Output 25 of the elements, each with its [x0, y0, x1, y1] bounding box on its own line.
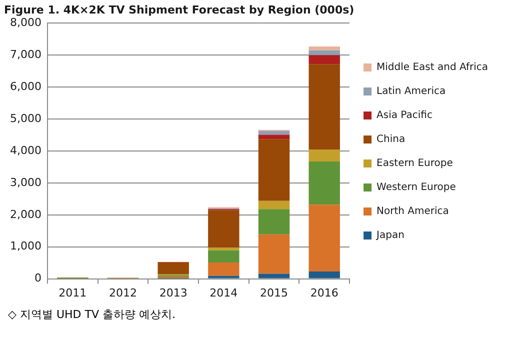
y-tick-label: 5,000: [10, 112, 42, 125]
legend-label: Latin America: [376, 86, 446, 98]
legend-label: Japan: [376, 230, 404, 242]
legend-label: Asia Pacific: [376, 110, 432, 122]
y-tick-label: 3,000: [10, 176, 42, 189]
chart-title: Figure 1. 4K×2K TV Shipment Forecast by Region (000s): [4, 3, 354, 16]
x-tick-label: 2015: [260, 286, 288, 300]
text: ◇ 지역별 UHD TV 출하량 예상치.: [8, 307, 176, 322]
legend-label: Middle East and Africa: [376, 62, 488, 74]
y-tick-label: 2,000: [10, 208, 42, 221]
x-tick-label: 2014: [210, 286, 238, 300]
x-tick-label: 2012: [109, 286, 137, 300]
y-tick-label: 6,000: [10, 80, 42, 93]
x-tick-label: 2011: [58, 286, 87, 300]
y-tick-label: 8,000: [10, 16, 42, 30]
y-tick-label: 7,000: [10, 48, 42, 62]
y-tick-label: 4,000: [10, 144, 42, 157]
x-tick-label: 2013: [159, 286, 188, 300]
legend-label: Eastern Europe: [376, 158, 453, 170]
y-tick-label: 0: [34, 272, 42, 285]
x-tick-label: 2016: [310, 286, 338, 300]
y-tick-label: 1,000: [10, 240, 42, 253]
legend-label: China: [376, 134, 406, 146]
legend-label: Western Europe: [376, 182, 456, 194]
legend-label: North America: [376, 206, 449, 218]
